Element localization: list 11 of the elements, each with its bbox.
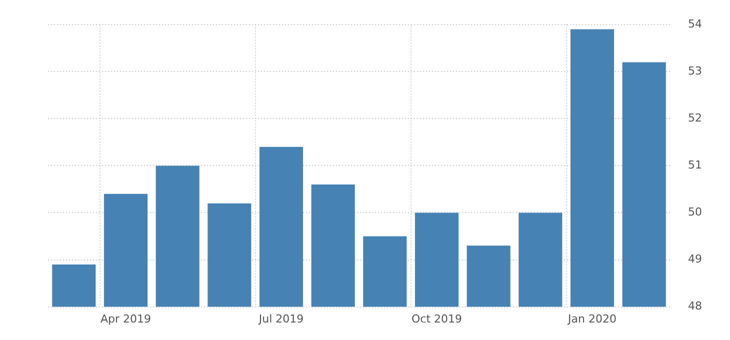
x-tick-label: Apr 2019 <box>100 312 152 326</box>
y-tick-label: 49 <box>688 252 702 266</box>
x-tick-label: Oct 2019 <box>411 312 462 326</box>
y-tick-label: 54 <box>688 17 702 30</box>
y-tick-label: 48 <box>688 300 702 313</box>
y-tick-label: 53 <box>688 64 702 78</box>
y-tick-label: 50 <box>688 206 702 219</box>
x-tick-label: Jan 2020 <box>567 312 616 326</box>
y-tick-label: 51 <box>688 158 702 172</box>
y-tick-label: 52 <box>688 112 702 125</box>
x-tick-label: Jul 2019 <box>258 312 304 326</box>
